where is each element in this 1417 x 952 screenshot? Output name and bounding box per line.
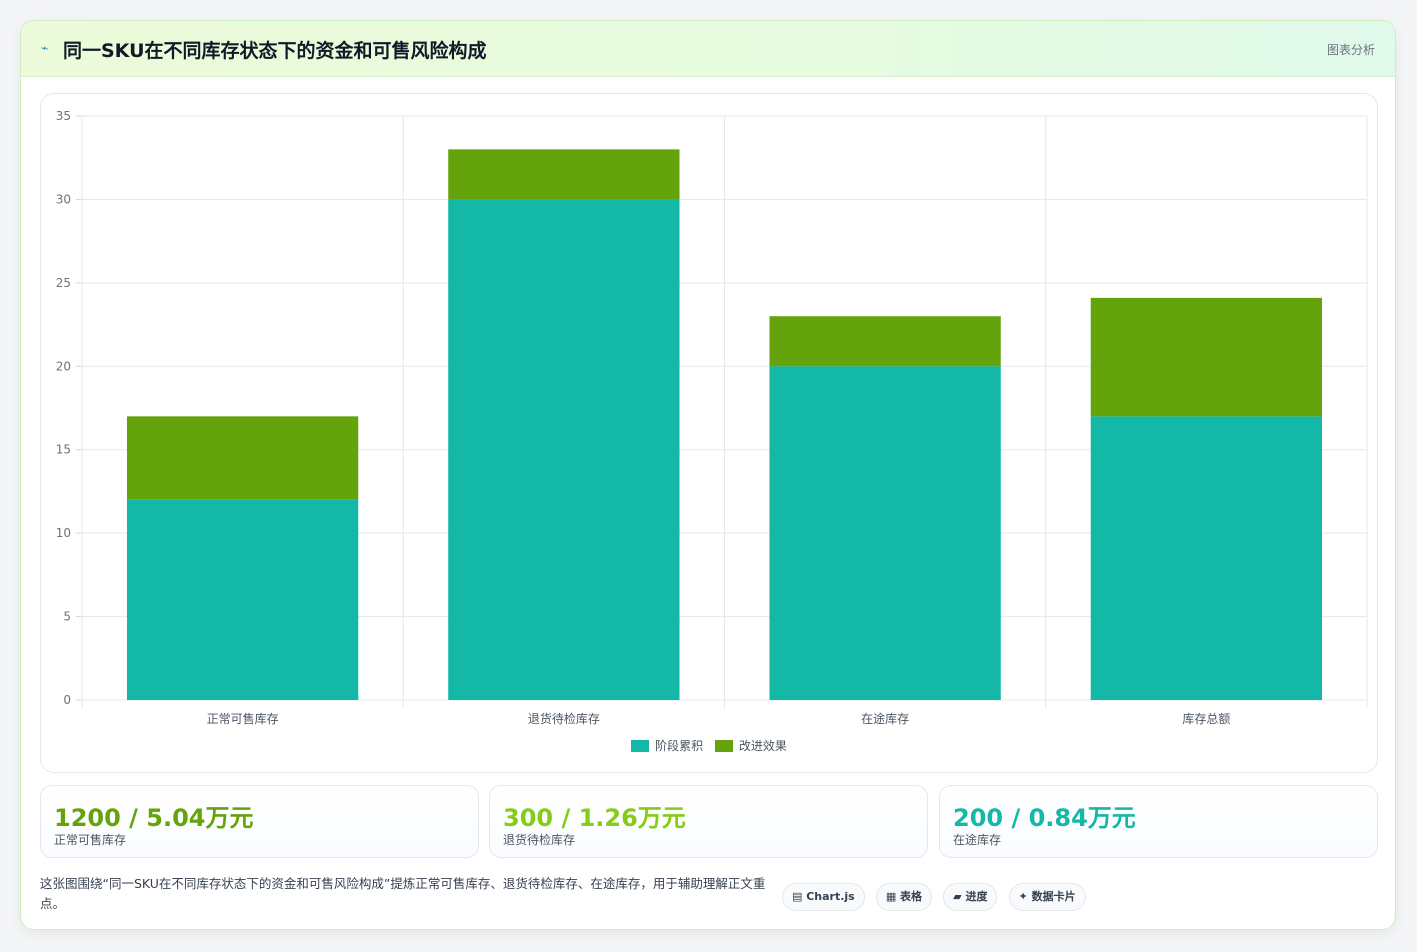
legend-swatch-improvement: [714, 740, 733, 752]
page-title: 同一SKU在不同库存状态下的资金和可售风险构成: [63, 40, 487, 62]
bar-improvement: [126, 416, 359, 500]
stat-value-normal: 1200 / 5.04万元: [54, 804, 254, 832]
chart-description: 这张图围绕“同一SKU在不同库存状态下的资金和可售风险构成”提炼正常可售库存、退…: [40, 876, 766, 911]
legend-item-improvement[interactable]: 改进效果: [714, 737, 787, 754]
stat-label-transit: 在途库存: [953, 833, 1002, 847]
x-tick-label: 库存总额: [1182, 711, 1230, 726]
y-tick-label: 25: [56, 276, 71, 290]
bar-cumulative: [1090, 416, 1323, 700]
legend-label-cumulative: 阶段累积: [655, 739, 704, 753]
x-tick-label: 退货待检库存: [528, 711, 600, 726]
y-tick-label: 30: [56, 192, 71, 206]
card-header: ⌁ 同一SKU在不同库存状态下的资金和可售风险构成 图表分析: [21, 21, 1395, 77]
bar-improvement: [1090, 297, 1323, 417]
bar-cumulative: [769, 366, 1001, 700]
tag-progress[interactable]: ▰ 进度: [943, 883, 998, 911]
bar-improvement: [769, 316, 1001, 367]
stat-card-returns: 300 / 1.26万元 退货待检库存: [489, 785, 928, 858]
tag-chartjs[interactable]: ▤ Chart.js: [782, 883, 865, 911]
stat-card-transit: 200 / 0.84万元 在途库存: [939, 785, 1378, 858]
y-tick-label: 0: [63, 693, 71, 707]
legend-swatch-cumulative: [631, 740, 650, 752]
tag-list: ▤ Chart.js ▦ 表格 ▰ 进度 ✦ 数据卡片: [782, 883, 1092, 911]
y-tick-label: 5: [63, 610, 71, 624]
y-tick-label: 20: [56, 359, 71, 373]
y-tick-label: 10: [56, 526, 71, 540]
chart-analysis-tag: 图表分析: [1326, 43, 1375, 57]
stacked-bar-chart: 0 5 10 15 20 25 30 35 正常可售库存 退货待检库存 在途库存 库存总额: [56, 109, 1368, 726]
legend-label-improvement: 改进效果: [738, 739, 787, 753]
stat-label-normal: 正常可售库存: [54, 833, 127, 847]
tag-data-card[interactable]: ✦ 数据卡片: [1008, 883, 1086, 911]
legend-item-cumulative[interactable]: 阶段累积: [631, 737, 703, 754]
y-tick-label: 35: [56, 109, 71, 123]
chart-legend: 阶段累积 改进效果: [41, 737, 1377, 754]
chart-line-icon: ⌁: [41, 41, 49, 55]
x-tick-label: 正常可售库存: [207, 711, 279, 726]
bar-cumulative: [126, 499, 359, 700]
bar-cumulative: [448, 199, 680, 700]
chart-panel: 0 5 10 15 20 25 30 35 正常可售库存 退货待检库存 在途库存 库存总额 阶段累积 …: [40, 93, 1378, 773]
tag-table[interactable]: ▦ 表格: [875, 883, 933, 911]
stat-value-transit: 200 / 0.84万元: [953, 804, 1136, 832]
stat-value-returns: 300 / 1.26万元: [503, 804, 686, 832]
chart-card: ⌁ 同一SKU在不同库存状态下的资金和可售风险构成 图表分析 0 5 10 15 20 2…: [20, 20, 1396, 930]
stat-label-returns: 退货待检库存: [503, 833, 576, 847]
x-tick-label: 在途库存: [861, 711, 909, 726]
y-tick-label: 15: [56, 443, 71, 457]
stat-card-normal: 1200 / 5.04万元 正常可售库存: [40, 785, 479, 858]
bar-improvement: [448, 149, 680, 200]
